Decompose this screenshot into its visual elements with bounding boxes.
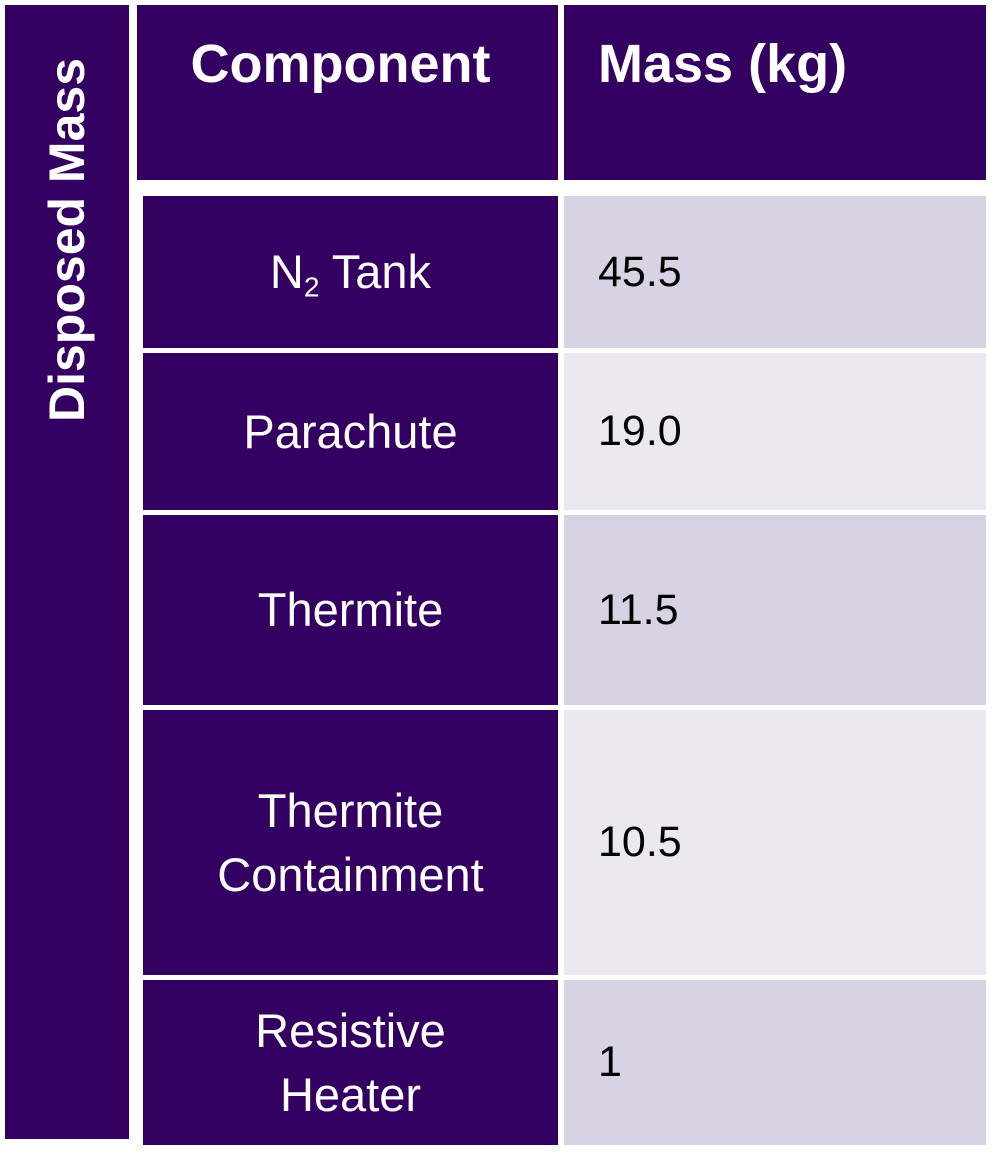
component-name-line: Containment bbox=[217, 847, 484, 901]
column-header-component: Component bbox=[137, 5, 558, 180]
table-row-component-cell: Thermite Containment bbox=[143, 710, 558, 975]
column-header-mass-label: Mass (kg) bbox=[598, 34, 848, 94]
component-name-rest: Tank bbox=[319, 245, 432, 298]
table-row-component-cell: N2 Tank bbox=[143, 196, 558, 348]
table-row-component-cell: Resistive Heater bbox=[143, 980, 558, 1145]
table-row-mass-cell: 11.5 bbox=[564, 515, 986, 705]
component-name: Resistive Heater bbox=[255, 999, 446, 1127]
component-name-subscript: 2 bbox=[303, 270, 320, 303]
component-name: Thermite Containment bbox=[217, 779, 484, 907]
table-row-mass-cell: 1 bbox=[564, 980, 986, 1145]
table-row-component-cell: Thermite bbox=[143, 515, 558, 705]
component-name: N2 Tank bbox=[270, 240, 431, 304]
mass-value: 1 bbox=[598, 1038, 622, 1086]
component-name-line: Heater bbox=[279, 1067, 422, 1121]
component-name-line: Thermite bbox=[257, 783, 444, 837]
table-row-mass-cell: 19.0 bbox=[564, 353, 986, 510]
mass-value: 19.0 bbox=[598, 407, 682, 455]
mass-value: 45.5 bbox=[598, 247, 682, 296]
table-row-mass-cell: 10.5 bbox=[564, 710, 986, 975]
mass-value: 10.5 bbox=[598, 818, 682, 866]
table-row-component-cell: Parachute bbox=[143, 353, 558, 510]
row-group-band bbox=[5, 5, 129, 1139]
component-name: Thermite bbox=[257, 583, 444, 636]
component-name-base: N bbox=[269, 245, 304, 298]
column-header-component-label: Component bbox=[190, 34, 491, 94]
component-name: Parachute bbox=[243, 404, 458, 458]
component-name-line: Resistive bbox=[255, 1003, 446, 1057]
table-row-mass-cell: 45.5 bbox=[564, 196, 986, 348]
column-header-mass: Mass (kg) bbox=[564, 5, 986, 180]
row-group-label: Disposed Mass bbox=[39, 57, 95, 423]
mass-value: 11.5 bbox=[598, 585, 679, 634]
